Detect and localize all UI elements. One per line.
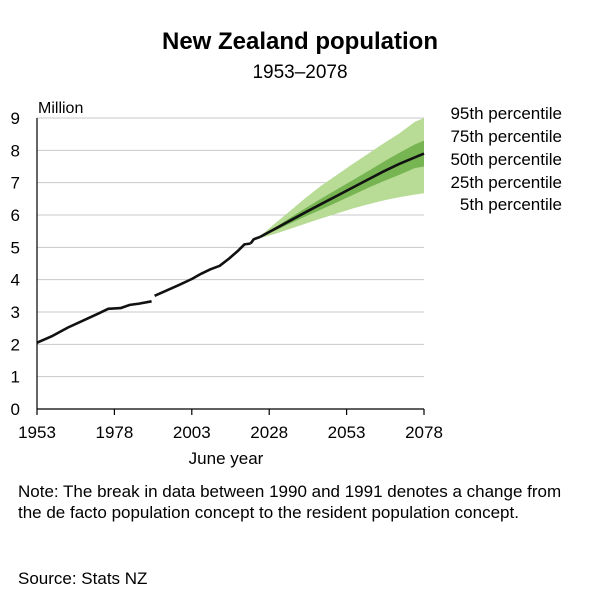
history-line-segment-2	[154, 242, 251, 297]
data-lines	[36, 152, 425, 344]
x-tick-2078: 2078	[405, 423, 443, 442]
y-tick-9: 9	[11, 109, 20, 128]
y-tick-6: 6	[11, 206, 20, 225]
chart-subtitle: 1953–2078	[252, 62, 348, 83]
x-tick-2053: 2053	[328, 423, 366, 442]
y-tick-3: 3	[11, 303, 20, 322]
y-tick-8: 8	[11, 141, 20, 160]
x-axis-label: June year	[189, 449, 264, 468]
y-tick-0: 0	[11, 400, 20, 419]
y-axis-label: Million	[38, 100, 83, 117]
x-tick-labels: 1953 1978 2003 2028 2053 2078	[18, 423, 443, 442]
y-tick-7: 7	[11, 174, 20, 193]
y-tick-1: 1	[11, 368, 20, 387]
legend: 95th percentile 75th percentile 50th perce…	[450, 104, 562, 214]
median-projection-line	[259, 152, 425, 239]
history-line-segment-3	[249, 235, 261, 245]
y-tick-labels: 0 1 2 3 4 5 6 7 8 9	[11, 109, 20, 419]
x-tick-1978: 1978	[95, 423, 133, 442]
legend-label-1: 95th percentile	[450, 104, 562, 123]
band-5th-95th-percentile	[259, 118, 424, 239]
y-tick-4: 4	[11, 271, 20, 290]
history-line-segment-1	[36, 300, 152, 344]
legend-label-4: 25th percentile	[450, 173, 562, 192]
x-tick-2028: 2028	[250, 423, 288, 442]
legend-label-2: 75th percentile	[450, 127, 562, 146]
y-tick-5: 5	[11, 238, 20, 257]
axes	[36, 118, 425, 415]
x-tick-1953: 1953	[18, 423, 56, 442]
footnote: Note: The break in data between 1990 and…	[18, 482, 562, 522]
x-tick-2003: 2003	[173, 423, 211, 442]
population-chart: 0 1 2 3 4 5 6 7 8 9 1953 1978 2003 2028 2053 2078 95th…	[11, 100, 562, 468]
chart-title: New Zealand population	[161, 28, 438, 55]
y-tick-2: 2	[11, 335, 20, 354]
projection-bands	[259, 118, 424, 239]
gridlines	[37, 117, 424, 378]
legend-label-5: 5th percentile	[460, 195, 562, 214]
legend-label-3: 50th percentile	[450, 150, 562, 169]
source-note: Source: Stats NZ	[18, 569, 148, 588]
